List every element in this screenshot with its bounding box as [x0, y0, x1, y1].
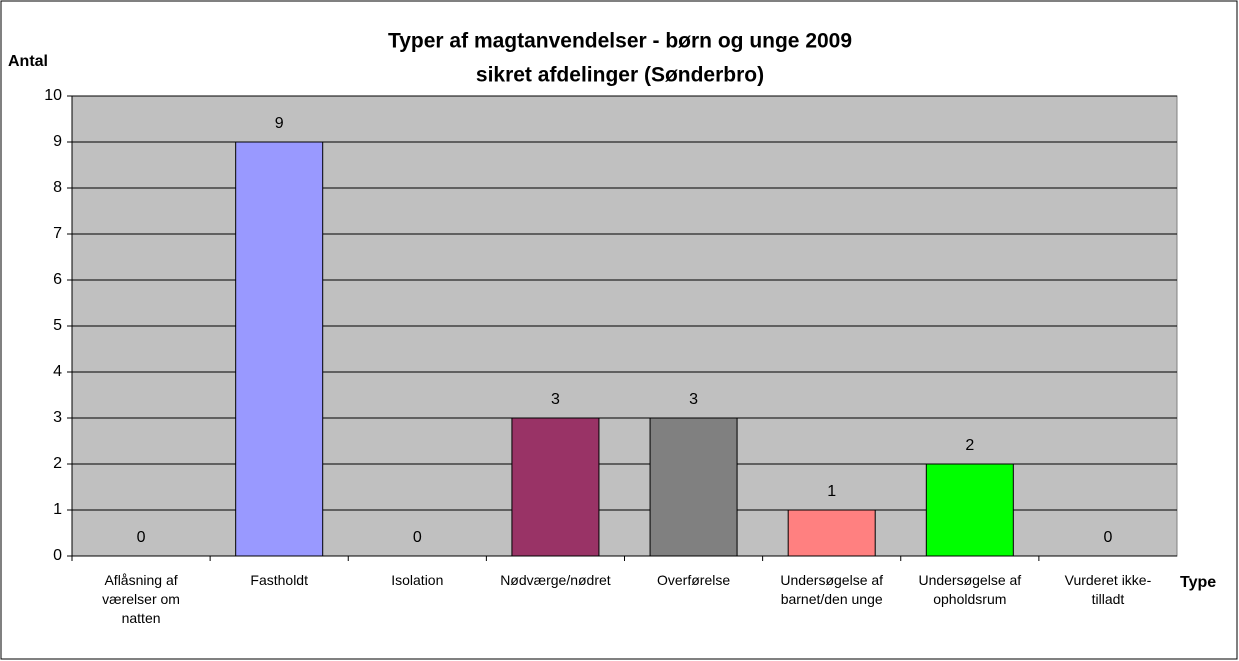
x-tick-label: Nødværge/nødret [500, 572, 611, 588]
y-tick-label: 8 [53, 179, 62, 196]
y-tick-label: 6 [53, 271, 62, 288]
data-label: 0 [1103, 529, 1112, 546]
data-label: 0 [137, 529, 146, 546]
data-label: 3 [551, 391, 560, 408]
x-tick-label: Isolation [391, 572, 444, 588]
bar [649, 417, 738, 557]
data-label: 3 [689, 391, 698, 408]
bar [235, 141, 324, 557]
bar [925, 463, 1014, 557]
y-tick-label: 3 [53, 409, 62, 426]
data-label: 9 [275, 115, 284, 132]
chart-title: sikret afdelinger (Sønderbro) [476, 64, 764, 87]
y-tick-label: 7 [53, 225, 62, 242]
x-tick-label: Undersøgelse af barnet/den unge [780, 572, 884, 607]
x-tick-label: Vurderet ikke-tilladt [1064, 572, 1152, 607]
data-label: 0 [413, 529, 422, 546]
y-tick-label: 5 [53, 317, 62, 334]
data-label: 1 [827, 483, 836, 500]
y-tick-label: 0 [53, 547, 62, 564]
x-tick-label: Overførelse [657, 572, 731, 588]
x-tick-label: Aflåsning af værelser om natten [102, 572, 180, 626]
y-tick-label: 9 [53, 133, 62, 150]
data-label: 2 [965, 437, 974, 454]
y-tick-label: 10 [44, 87, 62, 104]
bar [787, 509, 876, 557]
y-tick-label: 1 [53, 501, 62, 518]
y-axis-label: Antal [8, 53, 48, 70]
chart-title: Typer af magtanvendelser - børn og unge … [388, 30, 852, 53]
x-tick-label: Undersøgelse af opholdsrum [918, 572, 1022, 607]
x-tick-label: Fastholdt [250, 572, 308, 588]
y-tick-label: 2 [53, 455, 62, 472]
bar [511, 417, 600, 557]
y-tick-label: 4 [53, 363, 62, 380]
x-axis-label: Type [1180, 574, 1216, 591]
